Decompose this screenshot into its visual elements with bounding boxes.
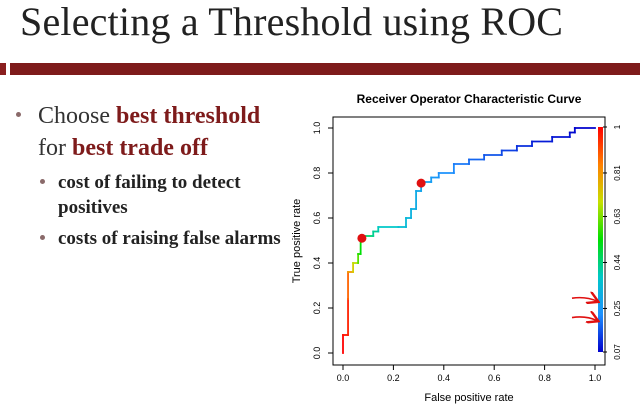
y-ticks: 0.0 0.2 0.4 0.6 0.8 1.0 xyxy=(312,122,333,360)
bullet-main-emphasis-2: best trade off xyxy=(71,135,208,161)
subbullet-dot-icon xyxy=(40,179,45,184)
x-tick-label: 0.0 xyxy=(337,373,350,383)
y-tick-label: 1.0 xyxy=(312,122,322,135)
slide-title: Selecting a Threshold using ROC xyxy=(20,0,564,44)
y-tick-label: 0.6 xyxy=(312,212,322,225)
colorbar-tick-label: 0.25 xyxy=(613,300,622,316)
y-tick-label: 0.2 xyxy=(312,302,322,315)
bullet-dot-icon xyxy=(16,112,21,117)
y-tick-label: 0.4 xyxy=(312,257,322,270)
annotation-arrow-icon xyxy=(571,298,597,302)
colorbar-tick-label: 0.63 xyxy=(613,208,622,224)
bullet-main-mid: for xyxy=(38,135,72,161)
colorbar xyxy=(598,127,603,352)
x-tick-label: 0.6 xyxy=(488,373,501,383)
chart-title: Receiver Operator Characteristic Curve xyxy=(357,92,582,106)
x-tick-label: 0.2 xyxy=(387,373,400,383)
x-tick-label: 1.0 xyxy=(589,373,602,383)
plot-frame xyxy=(332,116,606,366)
x-tick-label: 0.4 xyxy=(438,373,451,383)
roc-curve xyxy=(342,127,596,354)
threshold-marker xyxy=(416,178,426,188)
y-axis-label: True positive rate xyxy=(291,199,303,284)
subbullet-2: costs of raising false alarms xyxy=(38,226,306,251)
x-tick-label: 0.8 xyxy=(538,373,551,383)
subbullet-2-text: costs of raising false alarms xyxy=(58,228,281,249)
colorbar-tick-label: 0.81 xyxy=(613,165,622,181)
title-bar-accent xyxy=(0,63,6,75)
y-tick-label: 0.0 xyxy=(312,347,322,360)
annotation-arrows xyxy=(571,298,597,321)
bullet-main-prefix: Choose xyxy=(38,103,116,129)
colorbar-tick-label: 0.07 xyxy=(613,344,622,360)
colorbar-tick-label: 1 xyxy=(613,124,622,129)
bullet-main: Choose best threshold for best trade off xyxy=(16,100,306,164)
title-bar xyxy=(10,63,640,75)
subbullet-1-text: cost of failing to detect positives xyxy=(58,172,241,218)
bullet-main-emphasis-1: best threshold xyxy=(116,103,261,129)
x-ticks: 0.0 0.2 0.4 0.6 0.8 1.0 xyxy=(337,365,602,383)
threshold-marker xyxy=(357,233,367,243)
threshold-markers xyxy=(357,178,426,243)
bullet-list: Choose best threshold for best trade off… xyxy=(16,100,306,251)
subbullet-1: cost of failing to detect positives xyxy=(38,170,306,220)
x-axis-label: False positive rate xyxy=(424,392,513,404)
colorbar-ticks: 0.07 0.25 0.44 0.63 0.81 1 xyxy=(603,124,622,360)
subbullet-dot-icon xyxy=(40,235,45,240)
annotation-arrow-icon xyxy=(571,317,597,321)
colorbar-tick-label: 0.44 xyxy=(613,254,622,270)
y-tick-label: 0.8 xyxy=(312,167,322,180)
